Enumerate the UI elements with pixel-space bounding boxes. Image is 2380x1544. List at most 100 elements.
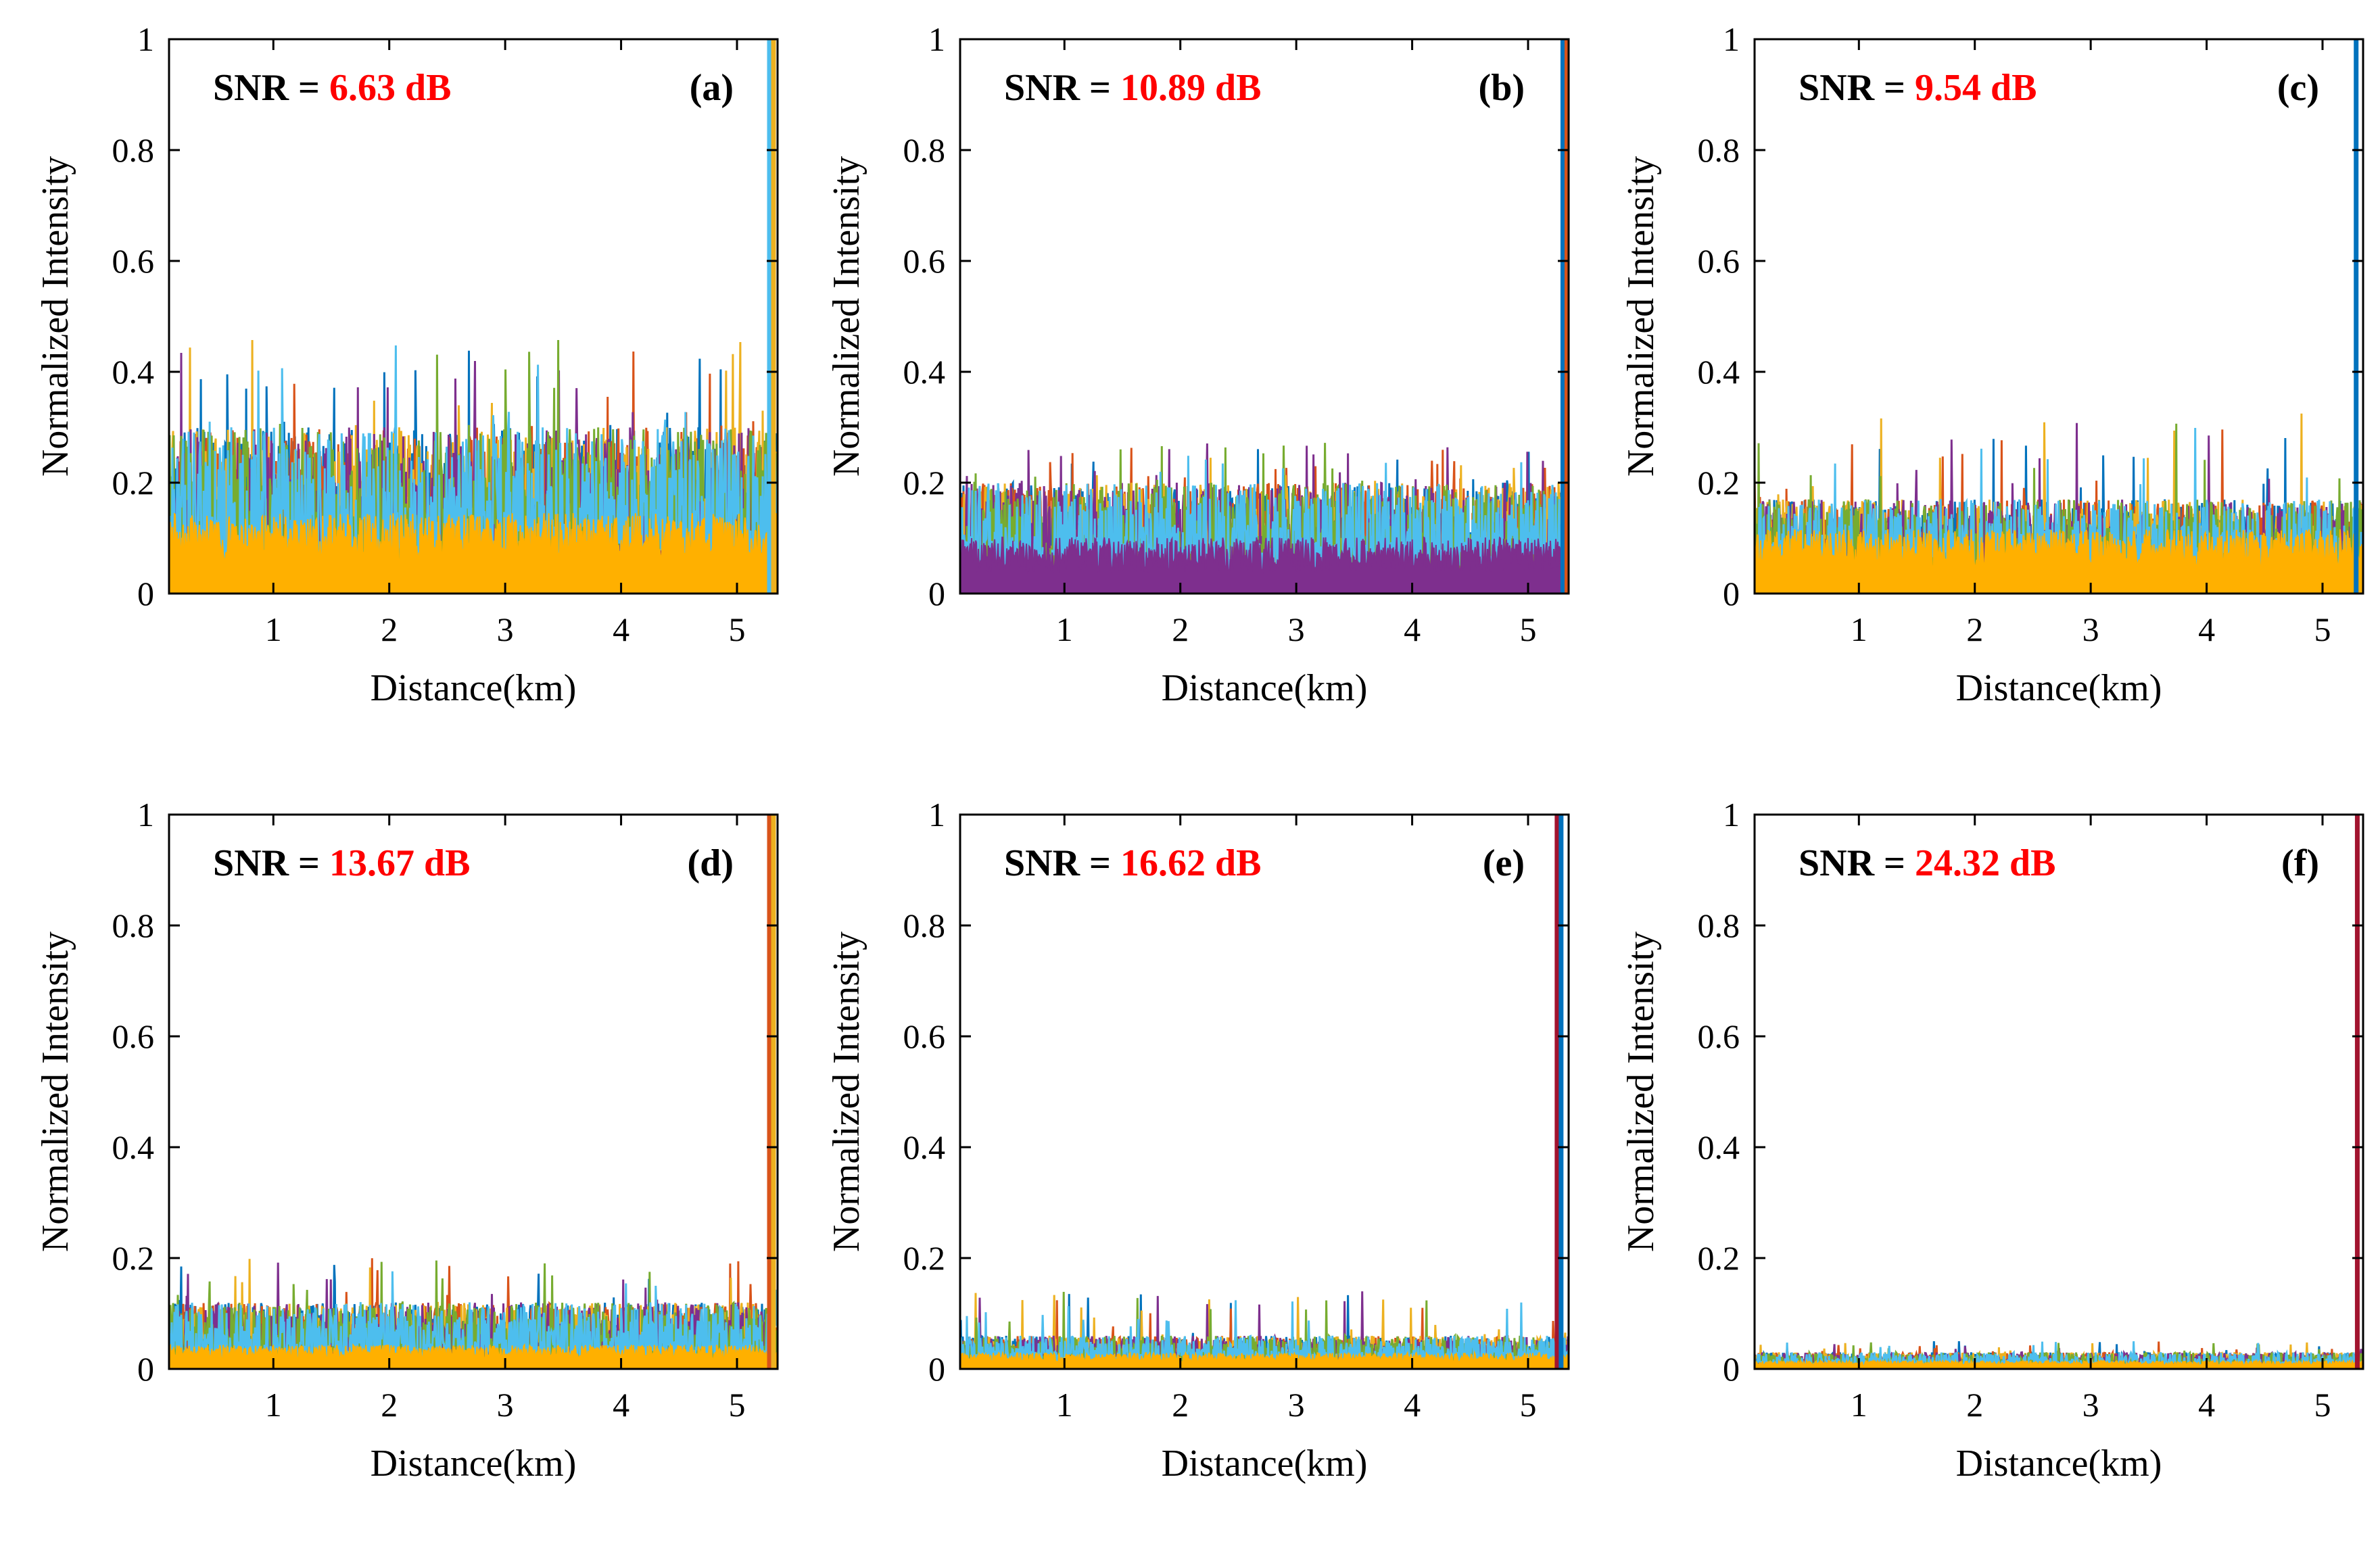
panel-label: (f) bbox=[2281, 842, 2319, 884]
y-tick-label: 1 bbox=[1723, 796, 1740, 834]
x-tick-label: 1 bbox=[265, 1386, 282, 1424]
noise-floor-band bbox=[960, 536, 1569, 594]
snr-value: 6.63 dB bbox=[329, 67, 452, 109]
x-tick-label: 1 bbox=[1056, 1386, 1073, 1424]
snr-value: 9.54 dB bbox=[1915, 67, 2037, 109]
y-tick-label: 1 bbox=[137, 796, 154, 834]
noise-floor-band bbox=[169, 512, 778, 594]
x-tick-label: 5 bbox=[1520, 1386, 1537, 1424]
y-tick-label: 0.6 bbox=[112, 1017, 155, 1055]
panel-b: 1 2 3 4 5 0 0.2 0.4 0.6 0.8 1 Distance(km) Normalize… bbox=[826, 20, 1570, 709]
snr-value: 10.89 dB bbox=[1120, 67, 1262, 109]
y-tick-label: 0.8 bbox=[1698, 131, 1740, 169]
snr-annotation: SNR = 9.54 dB bbox=[1799, 67, 2037, 109]
y-tick-label: 0 bbox=[137, 1350, 154, 1388]
y-axis-label: Normalized Intensity bbox=[826, 932, 867, 1252]
panel-e: 1 2 3 4 5 0 0.2 0.4 0.6 0.8 1 Distance(km) Normalize… bbox=[826, 796, 1570, 1485]
x-axis-label: Distance(km) bbox=[1162, 667, 1368, 709]
x-tick-label: 2 bbox=[381, 610, 398, 648]
x-tick-label: 2 bbox=[1966, 610, 1983, 648]
y-tick-label: 0.8 bbox=[112, 907, 155, 944]
noise-floor-band bbox=[960, 1350, 1569, 1369]
snr-prefix: SNR = bbox=[1799, 67, 1915, 109]
noise-floor-band bbox=[169, 1343, 778, 1369]
panel-a: 1 2 3 4 5 0 0.2 0.4 0.6 0.8 1 Distance(km) Normalize… bbox=[34, 20, 779, 709]
x-axis-label: Distance(km) bbox=[1162, 1443, 1368, 1485]
x-tick-label: 1 bbox=[1851, 1386, 1867, 1424]
plot-area bbox=[1755, 39, 2363, 594]
plot-area bbox=[960, 815, 1569, 1369]
axes-box bbox=[959, 38, 1570, 595]
axes-box bbox=[959, 813, 1570, 1370]
y-tick-label: 0.4 bbox=[903, 1128, 946, 1166]
snr-prefix: SNR = bbox=[1004, 67, 1120, 109]
y-tick-label: 0.2 bbox=[1698, 1239, 1740, 1277]
x-tick-label: 2 bbox=[1172, 610, 1189, 648]
y-tick-label: 0.4 bbox=[112, 1128, 155, 1166]
y-tick-label: 0.8 bbox=[903, 907, 946, 944]
panel-d: 1 2 3 4 5 0 0.2 0.4 0.6 0.8 1 Distance(km) Normalize… bbox=[34, 796, 779, 1485]
snr-prefix: SNR = bbox=[1799, 842, 1915, 884]
y-tick-label: 0 bbox=[928, 575, 945, 612]
x-tick-label: 5 bbox=[2314, 1386, 2331, 1424]
y-tick-label: 0.4 bbox=[903, 353, 946, 391]
snr-annotation: SNR = 6.63 dB bbox=[213, 67, 451, 109]
snr-annotation: SNR = 24.32 dB bbox=[1799, 842, 2055, 884]
panel-label: (c) bbox=[2277, 67, 2319, 109]
plot-area bbox=[169, 39, 778, 594]
x-tick-label: 1 bbox=[1056, 610, 1073, 648]
y-tick-label: 0.8 bbox=[112, 131, 155, 169]
x-axis-label: Distance(km) bbox=[371, 1443, 577, 1485]
x-tick-label: 3 bbox=[497, 1386, 514, 1424]
y-axis-label: Normalized Intensity bbox=[34, 932, 76, 1252]
axes-box bbox=[1753, 38, 2364, 595]
y-tick-label: 1 bbox=[928, 796, 945, 834]
snr-annotation: SNR = 13.67 dB bbox=[213, 842, 470, 884]
x-tick-label: 3 bbox=[2082, 1386, 2099, 1424]
x-tick-label: 4 bbox=[1404, 1386, 1421, 1424]
plot-area bbox=[169, 815, 778, 1369]
snr-prefix: SNR = bbox=[213, 67, 329, 109]
x-tick-label: 4 bbox=[1404, 610, 1421, 648]
y-tick-label: 0 bbox=[1723, 1350, 1740, 1388]
y-tick-label: 0.2 bbox=[903, 464, 946, 502]
y-tick-label: 0.6 bbox=[1698, 1017, 1740, 1055]
x-tick-label: 4 bbox=[613, 1386, 629, 1424]
plot-area bbox=[1755, 815, 2363, 1369]
y-tick-label: 0.2 bbox=[903, 1239, 946, 1277]
x-tick-label: 4 bbox=[613, 610, 629, 648]
y-tick-label: 0 bbox=[137, 575, 154, 612]
x-axis-label: Distance(km) bbox=[1956, 667, 2162, 709]
y-tick-label: 0.8 bbox=[903, 131, 946, 169]
axes-box bbox=[1753, 813, 2364, 1370]
x-tick-label: 1 bbox=[265, 610, 282, 648]
y-tick-label: 0.6 bbox=[1698, 242, 1740, 280]
y-tick-label: 0.6 bbox=[112, 242, 155, 280]
x-tick-label: 4 bbox=[2198, 610, 2215, 648]
x-axis-label: Distance(km) bbox=[1956, 1443, 2162, 1485]
y-tick-label: 1 bbox=[137, 20, 154, 58]
y-tick-label: 0.4 bbox=[1698, 1128, 1740, 1166]
snr-value: 13.67 dB bbox=[329, 842, 471, 884]
noise-floor-band bbox=[1755, 528, 2363, 594]
snr-annotation: SNR = 10.89 dB bbox=[1004, 67, 1261, 109]
y-tick-label: 1 bbox=[1723, 20, 1740, 58]
y-tick-label: 0.6 bbox=[903, 242, 946, 280]
panel-label: (a) bbox=[690, 67, 734, 109]
y-tick-label: 0.2 bbox=[112, 464, 155, 502]
noise-floor-band bbox=[1755, 1358, 2363, 1369]
x-tick-label: 5 bbox=[729, 610, 746, 648]
snr-prefix: SNR = bbox=[1004, 842, 1120, 884]
x-tick-label: 5 bbox=[729, 1386, 746, 1424]
x-tick-label: 2 bbox=[1966, 1386, 1983, 1424]
y-axis-label: Normalized Intensity bbox=[826, 156, 867, 477]
panel-label: (d) bbox=[688, 842, 734, 884]
x-tick-label: 5 bbox=[1520, 610, 1537, 648]
panel-label: (b) bbox=[1479, 67, 1525, 109]
plot-area bbox=[960, 39, 1569, 594]
y-axis-label: Normalized Intensity bbox=[34, 156, 76, 477]
snr-annotation: SNR = 16.62 dB bbox=[1004, 842, 1261, 884]
x-tick-label: 3 bbox=[1288, 610, 1305, 648]
y-tick-label: 0.6 bbox=[903, 1017, 946, 1055]
